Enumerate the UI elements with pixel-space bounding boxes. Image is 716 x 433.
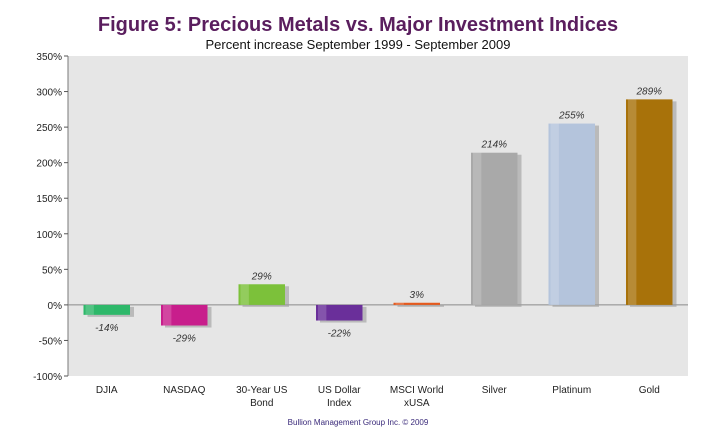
- bar-highlight: [473, 152, 482, 305]
- bar-highlight: [85, 304, 94, 315]
- value-label: 255%: [558, 111, 585, 122]
- y-tick-label: -50%: [39, 336, 62, 347]
- bar: [161, 304, 208, 326]
- y-tick-label: 250%: [36, 123, 62, 134]
- bar: [626, 99, 673, 305]
- y-tick-label: 200%: [36, 159, 62, 170]
- x-tick-label: Platinum: [552, 385, 591, 396]
- bar-highlight: [628, 99, 637, 305]
- bar-highlight: [550, 123, 559, 305]
- bar-highlight: [163, 304, 172, 326]
- y-tick-label: 50%: [42, 265, 62, 276]
- y-tick-label: 150%: [36, 194, 62, 205]
- y-tick-label: 0%: [48, 301, 63, 312]
- x-tick-label: NASDAQ: [163, 385, 205, 396]
- value-label: 29%: [251, 271, 272, 282]
- chart-footer: Bullion Management Group Inc. © 2009: [287, 418, 429, 427]
- value-label: -14%: [95, 323, 118, 334]
- value-label: 3%: [410, 290, 425, 301]
- bar-highlight: [318, 304, 327, 321]
- value-label: -29%: [173, 334, 196, 345]
- x-tick-label: US Dollar: [318, 385, 361, 396]
- x-tick-label: Silver: [482, 385, 508, 396]
- x-tick-label: Gold: [639, 385, 660, 396]
- x-tick-label: xUSA: [404, 398, 430, 409]
- x-tick-label: Index: [327, 398, 351, 409]
- value-label: 289%: [635, 86, 662, 97]
- bar: [471, 152, 518, 305]
- bar: [83, 304, 130, 315]
- x-tick-label: DJIA: [96, 385, 118, 396]
- chart-title: Figure 5: Precious Metals vs. Major Inve…: [97, 14, 619, 36]
- y-tick-label: -100%: [33, 372, 62, 383]
- x-tick-label: 30-Year US: [236, 385, 288, 396]
- y-tick-label: 300%: [36, 88, 62, 99]
- bar-shadow: [397, 304, 444, 307]
- bar: [393, 302, 440, 305]
- bar: [238, 284, 285, 305]
- x-tick-label: MSCI World: [390, 385, 444, 396]
- bar: [316, 304, 363, 321]
- chart-subtitle: Percent increase September 1999 - Septem…: [205, 37, 511, 52]
- y-tick-label: 350%: [36, 52, 62, 63]
- value-label: 214%: [480, 140, 507, 151]
- value-label: -22%: [328, 329, 351, 340]
- x-tick-label: Bond: [250, 398, 273, 409]
- bar-highlight: [240, 284, 249, 305]
- bar-highlight: [395, 302, 404, 305]
- bar: [548, 123, 595, 305]
- y-tick-label: 100%: [36, 230, 62, 241]
